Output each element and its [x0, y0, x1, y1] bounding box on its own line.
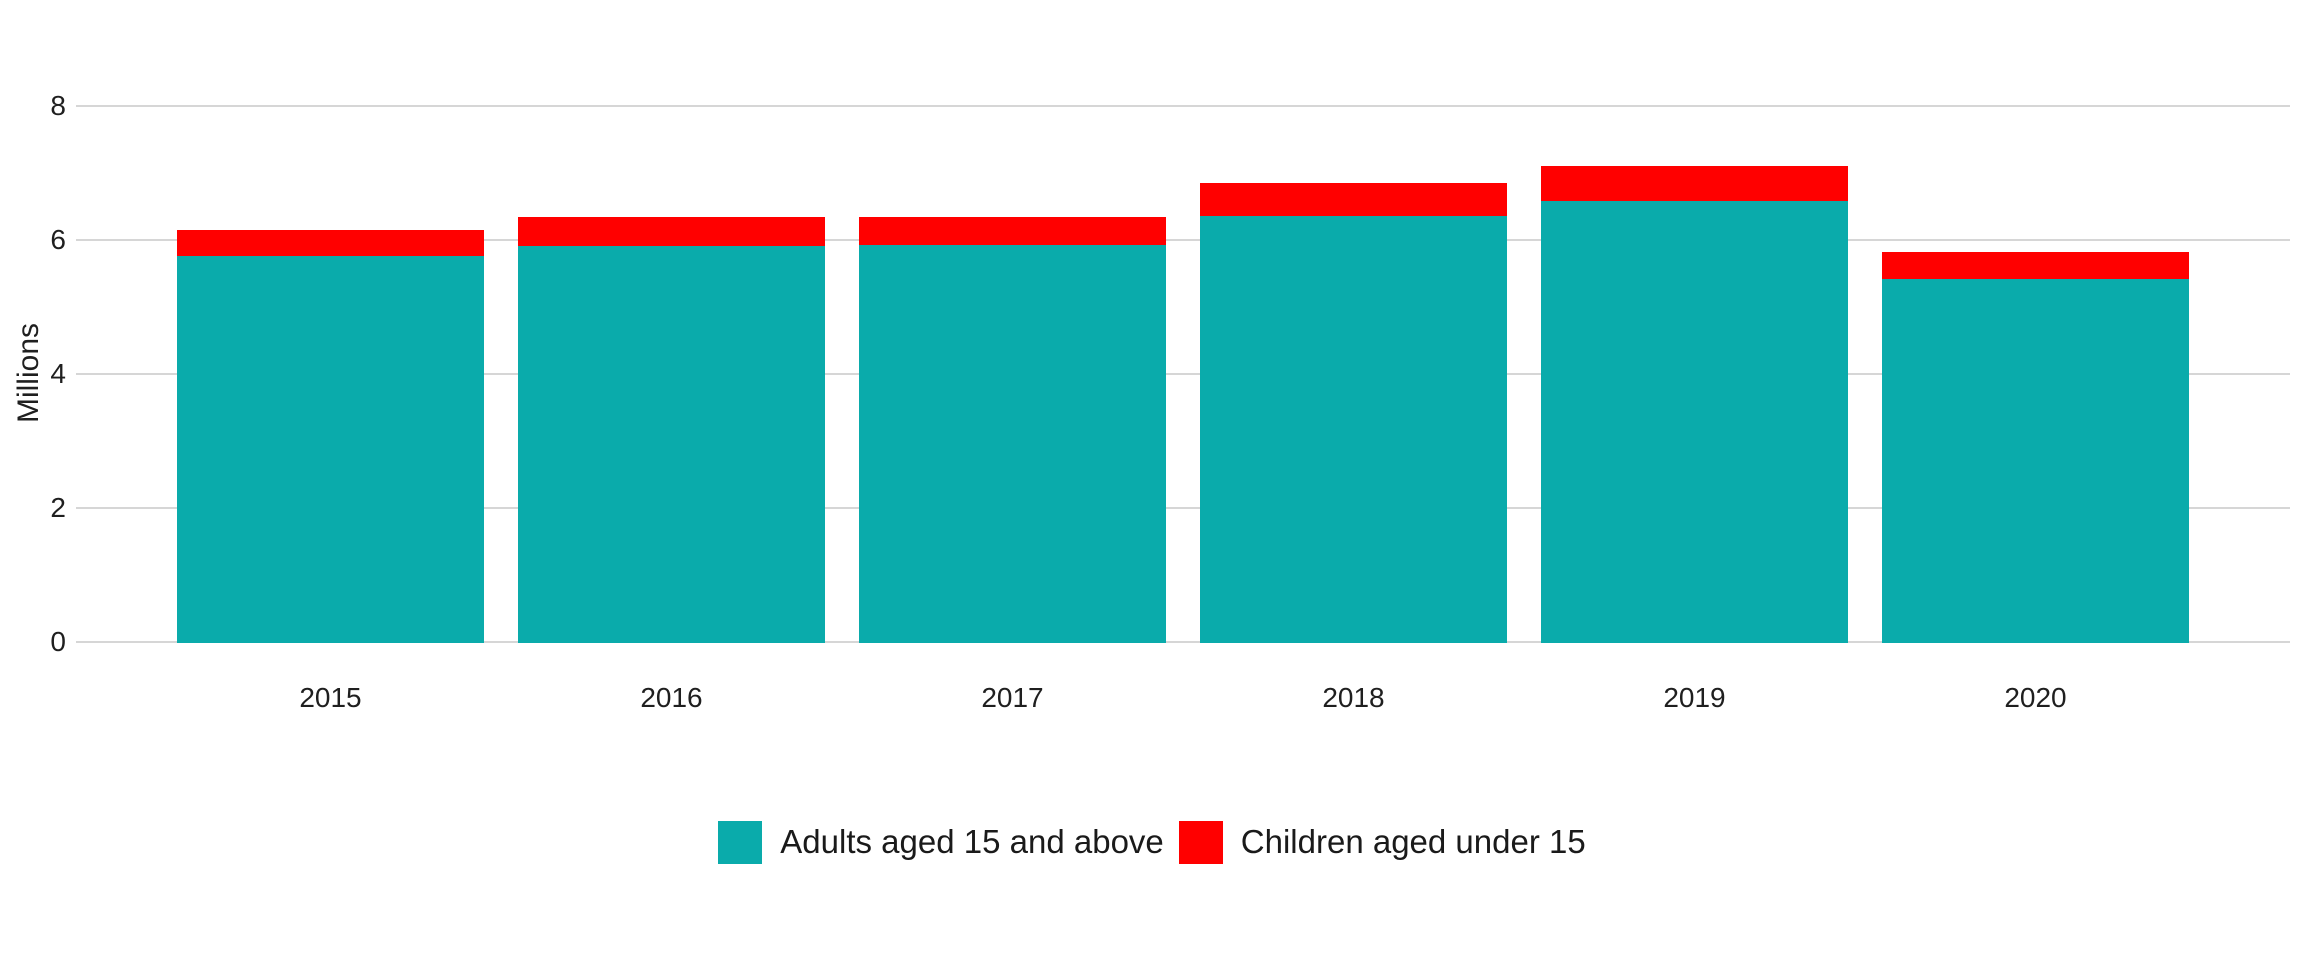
bar-segment[interactable]	[1200, 216, 1507, 643]
bar-segment[interactable]	[859, 245, 1166, 643]
bar-segment[interactable]	[518, 217, 825, 246]
legend-swatch	[1178, 820, 1223, 864]
legend: Adults aged 15 and above Children aged un…	[0, 819, 2304, 865]
x-axis-label: 2018	[1322, 682, 1385, 713]
x-axis-label: 2019	[1663, 682, 1726, 713]
legend-swatch	[718, 820, 763, 864]
x-axis-label: 2016	[640, 682, 703, 713]
y-tick-label: 4	[50, 358, 66, 389]
gridline	[76, 105, 2290, 107]
legend-item[interactable]: Children aged under 15	[1178, 820, 1586, 864]
bar-segment[interactable]	[859, 217, 1166, 245]
gridline	[76, 507, 2290, 509]
bar-segment[interactable]	[177, 230, 484, 256]
x-axis-label: 2017	[981, 682, 1044, 713]
y-tick-label: 6	[50, 224, 66, 255]
bar-segment[interactable]	[177, 256, 484, 643]
x-axis-label: 2015	[299, 682, 362, 713]
gridline	[76, 373, 2290, 375]
bar-segment[interactable]	[1882, 279, 2189, 643]
y-tick-label: 2	[50, 492, 66, 523]
legend-item[interactable]: Adults aged 15 and above	[718, 820, 1164, 864]
x-axis-label: 2020	[2004, 682, 2067, 713]
bar-segment[interactable]	[1541, 201, 1848, 643]
bar-segment[interactable]	[1882, 252, 2189, 279]
gridline	[76, 239, 2290, 241]
bar-segment[interactable]	[518, 246, 825, 643]
legend-label: Adults aged 15 and above	[780, 823, 1164, 861]
gridline	[76, 641, 2290, 643]
legend-label: Children aged under 15	[1240, 823, 1586, 861]
y-tick-label: 8	[50, 90, 66, 121]
y-tick-label: 0	[50, 626, 66, 657]
bar-segment[interactable]	[1200, 183, 1507, 216]
bar-segment[interactable]	[1541, 166, 1848, 201]
